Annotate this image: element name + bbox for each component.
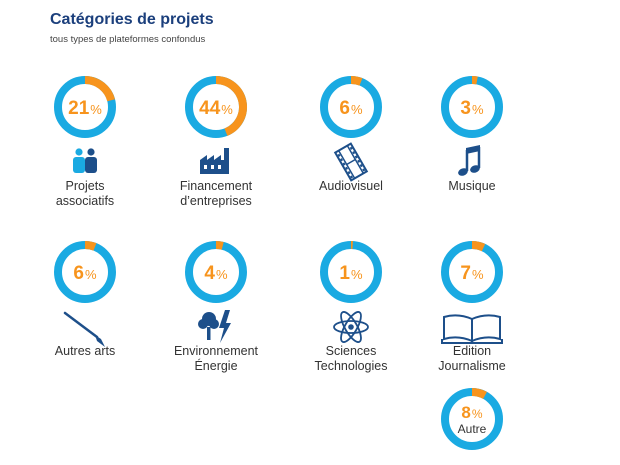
donut-sciences: 1% [320, 240, 382, 343]
open-book-icon [441, 314, 503, 344]
donut-musique: 3% [441, 76, 503, 176]
donut-projets: 21% [54, 76, 116, 173]
category-label-autre: Autre [458, 422, 487, 436]
paintbrush-icon [63, 311, 105, 347]
donut-autre: 8%Autre [441, 388, 503, 450]
category-label-environnement: Environnement Énergie [173, 344, 259, 373]
film-strip-icon [333, 142, 369, 182]
value-label: 7% [460, 263, 484, 284]
people-icon [73, 148, 97, 173]
category-label-musique: Musique [448, 179, 496, 193]
category-label-projets: Projets associatifs [55, 179, 115, 208]
donut-slice-edition [471, 241, 486, 252]
value-label: 8% [461, 403, 482, 422]
value-label: 44% [199, 98, 233, 119]
donut-edition: 7% [441, 241, 503, 344]
music-note-icon [458, 145, 481, 176]
tree-lightning-icon [198, 310, 231, 343]
value-label: 4% [204, 263, 228, 284]
donut-slice-environnement [215, 241, 224, 250]
donut-slice-financement [215, 76, 247, 136]
page-title: Catégories de projets [50, 11, 214, 28]
category-label-financement: Financement d’entreprises [179, 179, 253, 208]
donut-audiovisuel: 6% [320, 76, 382, 182]
donut-slice-autre [471, 388, 487, 399]
value-label: 3% [460, 98, 484, 119]
atom-icon [333, 311, 369, 343]
donut-environnement: 4% [185, 241, 247, 343]
donut-slice-audiovisuel [350, 76, 363, 86]
donut-slice-projets [84, 76, 116, 102]
category-label-autres-arts: Autres arts [54, 344, 116, 358]
donut-autres-arts: 6% [54, 241, 116, 347]
donut-slice-autres-arts [84, 241, 97, 251]
category-label-audiovisuel: Audiovisuel [319, 179, 383, 193]
value-label: 6% [339, 98, 363, 119]
donut-financement: 44% [185, 76, 247, 174]
category-label-sciences: Sciences Technologies [314, 344, 388, 373]
value-label: 6% [73, 263, 97, 284]
page-subtitle: tous types de plateformes confondus [50, 34, 206, 45]
category-label-edition: Edition Journalisme [438, 344, 506, 373]
factory-icon [200, 148, 229, 174]
value-label: 21% [68, 98, 102, 119]
value-label: 1% [339, 263, 363, 284]
